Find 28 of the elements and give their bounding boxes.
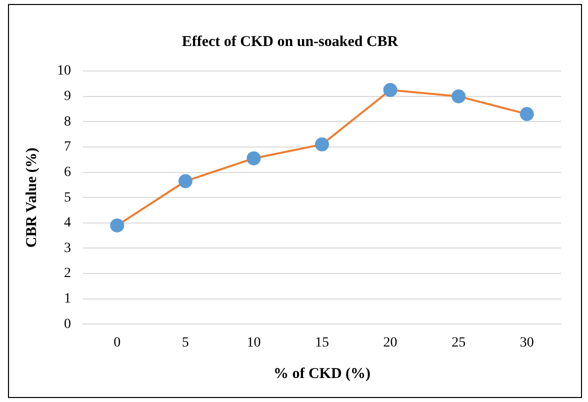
- x-tick-label: 5: [182, 335, 189, 350]
- x-tick-label: 20: [383, 335, 398, 350]
- y-axis-title: CBR Value (%): [24, 148, 40, 248]
- y-tick-label: 3: [64, 240, 71, 256]
- x-tick-label: 15: [315, 335, 329, 350]
- y-tick-label: 9: [64, 88, 71, 104]
- y-tick-label: 5: [64, 190, 71, 206]
- point: [246, 151, 261, 166]
- y-tick-label: 10: [57, 64, 71, 79]
- x-axis-title: % of CKD (%): [273, 366, 371, 382]
- point: [520, 107, 534, 122]
- x-tick-label: 0: [114, 335, 121, 350]
- y-tick-label: 4: [64, 216, 71, 231]
- point: [178, 174, 192, 188]
- x-tick-label: 10: [246, 335, 261, 350]
- point: [452, 89, 466, 104]
- y-tick-label: 8: [64, 114, 71, 130]
- point: [110, 218, 124, 232]
- y-tick-label: 6: [64, 164, 71, 180]
- point: [383, 82, 398, 97]
- chart-title: Effect of CKD on un-soaked CBR: [182, 34, 398, 50]
- point: [315, 137, 329, 152]
- y-tick-label: 0: [64, 316, 71, 332]
- y-tick-label: 2: [64, 266, 71, 282]
- x-tick-label: 25: [452, 335, 466, 350]
- y-tick-label: 1: [64, 292, 71, 307]
- y-tick-label: 7: [64, 140, 71, 155]
- x-tick-label: 30: [520, 335, 534, 350]
